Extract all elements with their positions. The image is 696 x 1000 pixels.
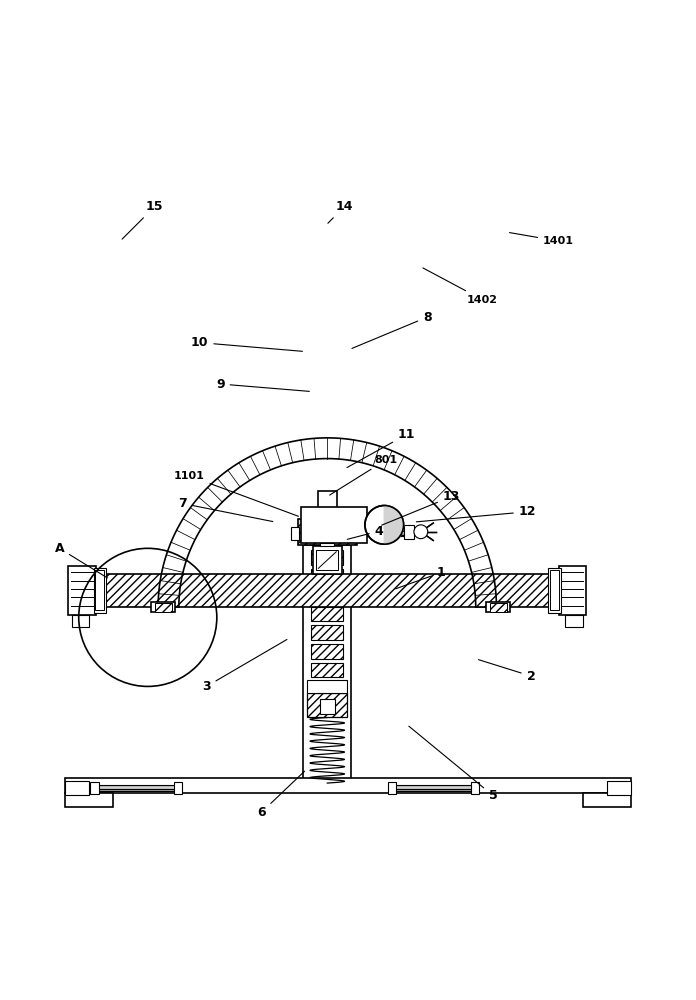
Text: 12: 12 (416, 505, 536, 522)
Bar (311, 569, 343, 584)
Text: A: A (54, 542, 107, 578)
Bar (388, 782, 396, 794)
Bar (301, 507, 367, 543)
Bar (319, 699, 335, 714)
Bar (313, 546, 342, 574)
Text: 3: 3 (202, 639, 287, 693)
Bar (311, 663, 343, 677)
Text: 15: 15 (122, 200, 164, 239)
Bar (65, 778, 631, 793)
Text: 11: 11 (347, 428, 416, 468)
Bar (357, 528, 404, 536)
Bar (565, 615, 583, 627)
Bar (311, 644, 343, 659)
Bar (559, 566, 586, 615)
Bar (489, 603, 507, 612)
Text: 1101: 1101 (174, 471, 299, 516)
Circle shape (414, 525, 428, 539)
Bar (548, 568, 561, 613)
Bar (311, 550, 343, 565)
Bar (94, 568, 106, 613)
Text: 1401: 1401 (509, 233, 574, 246)
Text: 4: 4 (347, 525, 383, 539)
Bar (95, 570, 104, 610)
Bar (96, 785, 175, 791)
Bar (151, 602, 175, 612)
Bar (583, 793, 631, 807)
Polygon shape (158, 438, 496, 607)
Text: 7: 7 (178, 497, 273, 522)
Bar (486, 602, 510, 612)
Bar (404, 525, 414, 539)
Bar (291, 527, 299, 540)
Text: 14: 14 (328, 200, 354, 223)
Bar (174, 782, 182, 794)
Bar (65, 781, 89, 795)
Bar (393, 785, 473, 791)
Text: 1: 1 (395, 566, 445, 589)
Bar (68, 566, 96, 615)
Text: 6: 6 (258, 771, 305, 819)
Bar (90, 782, 99, 794)
Bar (93, 574, 562, 607)
Bar (550, 570, 559, 610)
Text: 10: 10 (191, 336, 303, 351)
Text: 8: 8 (352, 311, 432, 348)
Text: 9: 9 (216, 378, 309, 391)
Circle shape (365, 506, 404, 544)
Text: 13: 13 (381, 490, 460, 525)
Bar (316, 550, 338, 570)
Bar (311, 588, 343, 602)
Polygon shape (384, 506, 404, 544)
Bar (471, 782, 479, 794)
Bar (307, 680, 347, 693)
Bar (311, 625, 343, 640)
Bar (65, 793, 113, 807)
Text: 5: 5 (409, 726, 498, 802)
Bar (298, 519, 357, 545)
Bar (320, 543, 334, 546)
Bar (311, 607, 343, 621)
Bar (303, 545, 351, 787)
Text: 1402: 1402 (423, 268, 498, 305)
Bar (607, 781, 631, 795)
Bar (317, 491, 337, 519)
Text: 801: 801 (330, 455, 397, 495)
Bar (307, 693, 347, 717)
Text: 2: 2 (478, 660, 535, 683)
Bar (155, 603, 172, 612)
Bar (72, 615, 89, 627)
